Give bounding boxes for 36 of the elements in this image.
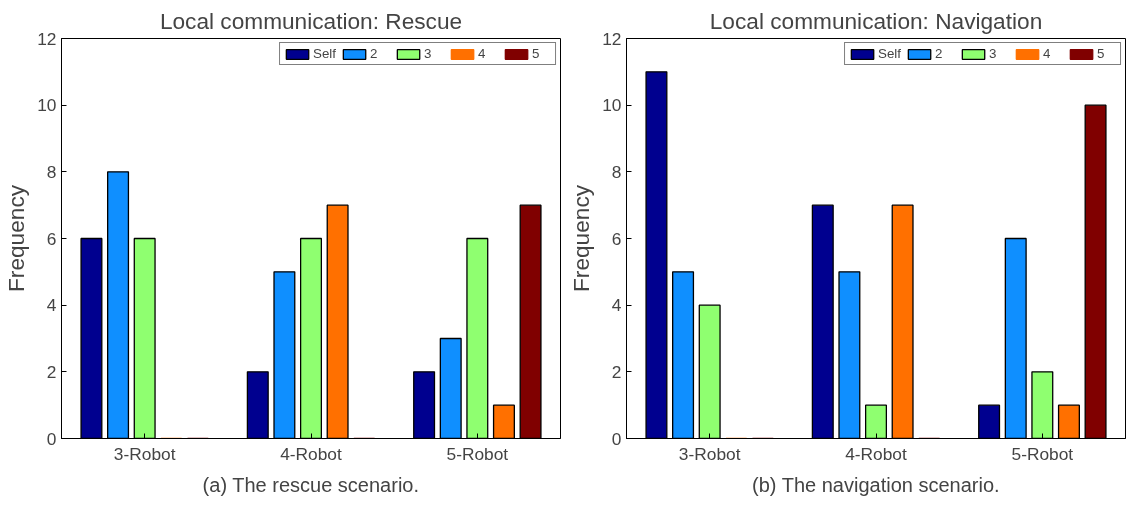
x-tick-label: 3-Robot	[113, 443, 176, 464]
chart-title: Local communication: Navigation	[709, 7, 1043, 34]
legend-label: 3	[424, 46, 433, 61]
y-tick-label: 8	[611, 161, 622, 182]
x-tick-label: 3-Robot	[678, 443, 741, 464]
y-tick-label: 6	[46, 228, 57, 249]
legend-label: Self	[878, 46, 901, 61]
legend-label: 2	[370, 46, 379, 61]
x-tick-label: 5-Robot	[446, 443, 509, 464]
y-tick-label: 4	[46, 295, 57, 316]
text: (b) The navigation scenario.	[752, 473, 1000, 496]
legend-label: 3	[989, 46, 998, 61]
y-tick-label: 2	[46, 361, 57, 382]
legend-label: 5	[1097, 46, 1106, 61]
y-tick-label: 2	[611, 361, 622, 382]
y-tick-label: 12	[37, 28, 57, 49]
y-tick-label: 10	[37, 95, 57, 116]
y-tick-label: 6	[611, 228, 622, 249]
chart-title: Local communication: Rescue	[159, 7, 463, 34]
y-tick-label: 4	[611, 295, 622, 316]
text: (a) The rescue scenario.	[202, 473, 420, 496]
y-tick-label: 0	[611, 428, 622, 449]
legend-label: 4	[478, 46, 487, 61]
y-axis-title: Frequency	[3, 184, 30, 293]
y-tick-label: 10	[602, 95, 622, 116]
legend-label: 4	[1043, 46, 1052, 61]
y-axis-title: Frequency	[568, 184, 595, 293]
legend-label: Self	[313, 46, 336, 61]
y-tick-label: 12	[602, 28, 622, 49]
x-tick-label: 5-Robot	[1011, 443, 1074, 464]
legend-label: 2	[935, 46, 944, 61]
legend-label: 5	[532, 46, 541, 61]
y-tick-label: 0	[46, 428, 57, 449]
x-tick-label: 4-Robot	[280, 443, 343, 464]
y-tick-label: 8	[46, 161, 57, 182]
x-tick-label: 4-Robot	[845, 443, 908, 464]
